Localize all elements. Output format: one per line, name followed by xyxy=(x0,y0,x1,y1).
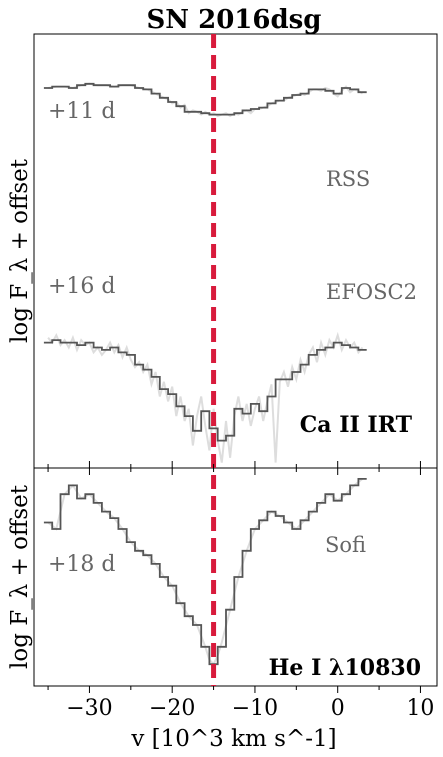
x-tick-label: −20 xyxy=(149,696,195,721)
binned-spectrum-sofi xyxy=(43,478,367,666)
epoch-label-18d: +18 d xyxy=(48,552,116,577)
top-panel-ylabel: log F_λ + offset xyxy=(7,158,33,343)
instrument-label-efosc2: EFOSC2 xyxy=(326,280,417,304)
x-tick-label: 0 xyxy=(331,696,345,721)
epoch-label-16d: +16 d xyxy=(48,274,116,299)
bottom-panel-frame xyxy=(33,467,438,687)
x-tick-label: −10 xyxy=(232,696,278,721)
epoch-label-11d: +11 d xyxy=(48,99,116,124)
bottom-panel-ylabel: log F_λ + offset xyxy=(7,484,33,669)
raw-spectrum-efosc2 xyxy=(47,331,364,463)
binned-spectrum-efosc2 xyxy=(43,339,367,442)
x-tick-label: −30 xyxy=(66,696,112,721)
x-tick-label: 10 xyxy=(406,696,434,721)
line-label-he-i: He I λ10830 xyxy=(269,655,421,681)
chart-title: SN 2016dsg xyxy=(147,5,322,35)
binned-spectrum-rss xyxy=(43,82,367,116)
instrument-label-sofi: Sofi xyxy=(325,533,366,557)
spectra-layer xyxy=(43,82,367,666)
instrument-label-rss: RSS xyxy=(326,167,370,191)
x-ticks: −30 −20 −10 0 10 xyxy=(47,461,434,721)
x-axis-label: v [10^3 km s^-1] xyxy=(130,726,336,752)
line-label-ca-irt: Ca II IRT xyxy=(300,412,413,438)
